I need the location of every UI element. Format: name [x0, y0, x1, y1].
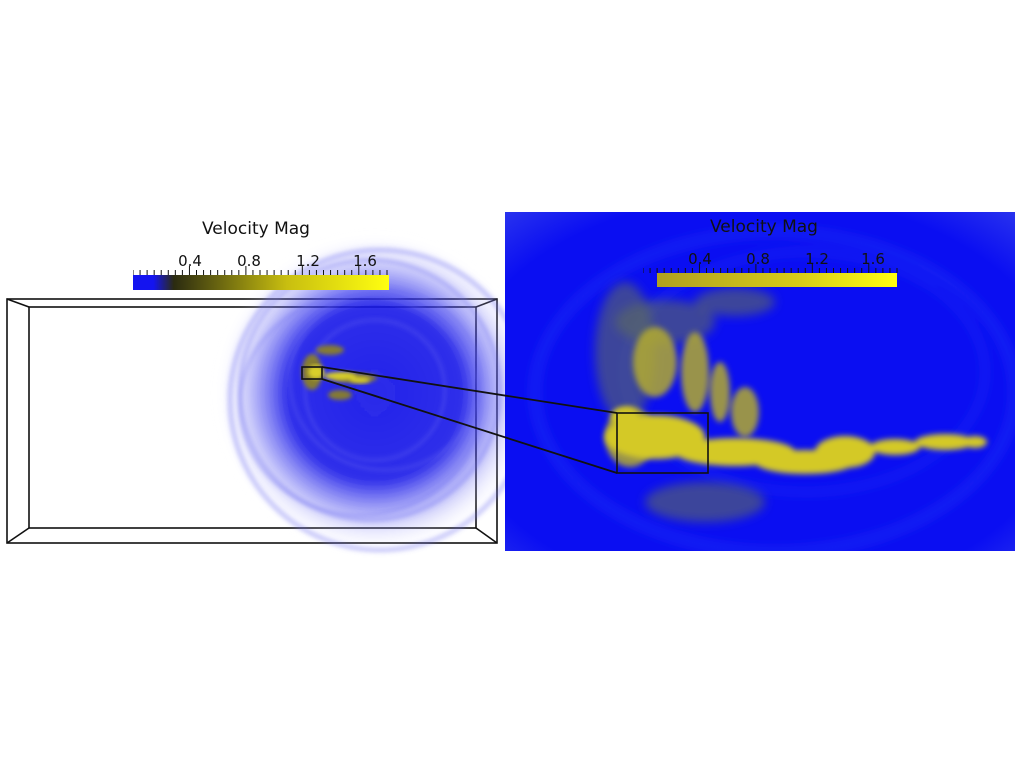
zoom-colorbar-bar: [643, 264, 898, 287]
zoom-tick-label-3: 1.6: [861, 250, 885, 268]
overview-tick-label-1: 0.8: [237, 252, 261, 270]
overview-colorbar-title: Velocity Mag: [202, 219, 310, 239]
zoom-tick-label-1: 0.8: [746, 250, 770, 268]
overview-tick-label-2: 1.2: [296, 252, 320, 270]
overview-colorbar-ticks: [133, 266, 388, 275]
zoom-tick-label-2: 1.2: [805, 250, 829, 268]
overview-colorbar-bar: [133, 266, 389, 290]
zoom-tick-label-0: 0.4: [688, 250, 712, 268]
zoom-colorbar-ticks: [643, 264, 898, 273]
zoom-panel: Velocity Mag 0.4 0.8 1.2 1.6: [505, 212, 1020, 557]
overview-tick-label-3: 1.6: [353, 252, 377, 270]
overview-tick-label-0: 0.4: [178, 252, 202, 270]
zoom-colorbar-title: Velocity Mag: [710, 217, 818, 237]
overview-panel: Velocity Mag 0.4 0.8 1.2 1.6: [0, 200, 535, 560]
